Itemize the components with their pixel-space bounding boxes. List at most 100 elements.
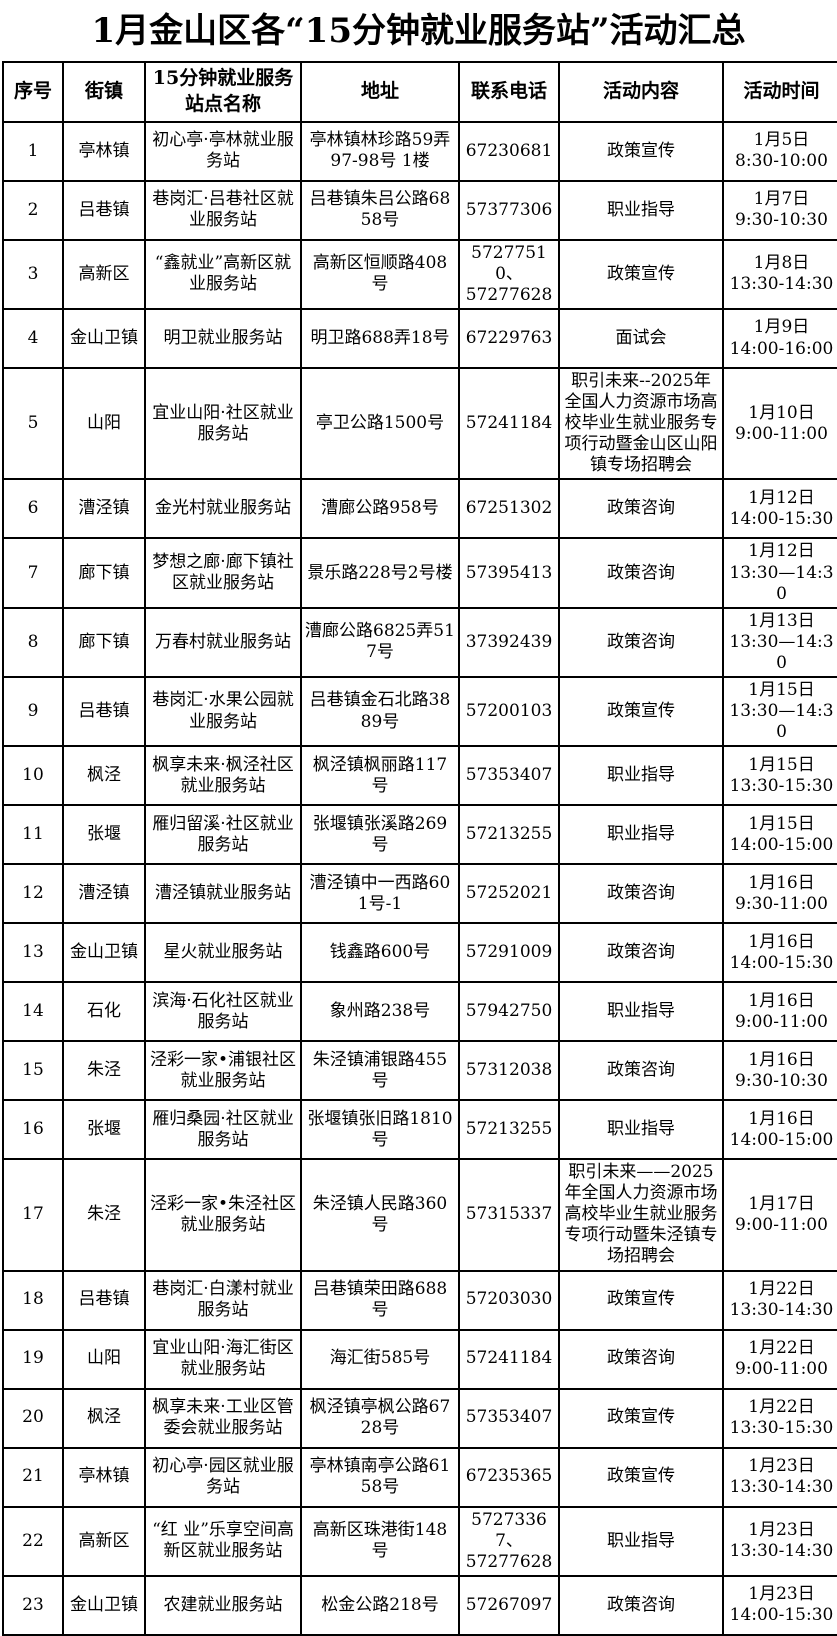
cell-time: 1月16日 14:00-15:00 [722,1099,837,1161]
column-header: 活动时间 [722,60,837,123]
cell-town: 金山卫镇 [62,1574,146,1636]
column-header: 街镇 [62,60,146,123]
cell-activity: 政策宣传 [558,120,724,182]
cell-time: 1月16日 9:00-11:00 [722,981,837,1043]
cell-no: 23 [2,1574,64,1636]
cell-no: 16 [2,1099,64,1161]
cell-address: 钱鑫路600号 [300,922,460,984]
cell-address: 高新区珠港街148号 [300,1505,460,1577]
column-header: 序号 [2,60,64,123]
cell-no: 11 [2,804,64,866]
cell-activity: 政策宣传 [558,1446,724,1508]
cell-phone: 57353407 [458,745,560,807]
cell-activity: 政策宣传 [558,1387,724,1449]
cell-phone: 67229763 [458,308,560,370]
cell-address: 明卫路688弄18号 [300,308,460,370]
cell-address: 枫泾镇亭枫公路6728号 [300,1387,460,1449]
cell-address: 漕泾镇中一西路601号-1 [300,863,460,925]
cell-address: 张堰镇张溪路269号 [300,804,460,866]
column-header: 联系电话 [458,60,560,123]
cell-phone: 57395413 [458,537,560,609]
cell-time: 1月9日 14:00-16:00 [722,308,837,370]
cell-activity: 政策咨询 [558,537,724,609]
cell-phone: 37392439 [458,606,560,678]
cell-station: 枫享未来·枫泾社区就业服务站 [144,745,302,807]
cell-address: 景乐路228号2号楼 [300,537,460,609]
cell-address: 亭卫公路1500号 [300,367,460,481]
cell-time: 1月10日 9:00-11:00 [722,367,837,481]
cell-phone: 57942750 [458,981,560,1043]
cell-activity: 政策咨询 [558,606,724,678]
cell-station: 泾彩一家•浦银社区就业服务站 [144,1040,302,1102]
cell-time: 1月23日 14:00-15:30 [722,1574,837,1636]
cell-address: 吕巷镇朱吕公路6858号 [300,179,460,241]
table-row: 2 吕巷镇 巷岗汇·吕巷社区就业服务站 吕巷镇朱吕公路6858号 57377306 职业指… [2,179,837,241]
cell-activity: 职业指导 [558,981,724,1043]
cell-town: 朱泾 [62,1040,146,1102]
cell-station: 宜业山阳·社区就业服务站 [144,367,302,481]
table-row: 21 亭林镇 初心亭·园区就业服务站 亭林镇南亭公路6158号 67235365 政策宣传… [2,1446,837,1508]
cell-phone: 57353407 [458,1387,560,1449]
cell-station: 初心亭·亭林就业服务站 [144,120,302,182]
table-row: 23 金山卫镇 农建就业服务站 松金公路218号 57267097 政策咨询 1月23日 1… [2,1574,837,1636]
cell-phone: 67235365 [458,1446,560,1508]
table-row: 13 金山卫镇 星火就业服务站 钱鑫路600号 57291009 政策咨询 1月16日 14… [2,922,837,984]
cell-town: 张堰 [62,804,146,866]
cell-station: 宜业山阳·海汇街区就业服务站 [144,1328,302,1390]
cell-no: 14 [2,981,64,1043]
cell-station: 枫享未来·工业区管委会就业服务站 [144,1387,302,1449]
cell-time: 1月22日 13:30-15:30 [722,1387,837,1449]
cell-phone: 67230681 [458,120,560,182]
cell-activity: 职引未来——2025年全国人力资源市场高校毕业生就业服务专项行动暨朱泾镇专场招聘… [558,1158,724,1272]
cell-phone: 57277510、 57277628 [458,238,560,311]
cell-time: 1月15日 13:30-15:30 [722,745,837,807]
cell-station: 明卫就业服务站 [144,308,302,370]
cell-town: 亭林镇 [62,120,146,182]
cell-phone: 57273367、 57277628 [458,1505,560,1577]
cell-activity: 面试会 [558,308,724,370]
cell-phone: 57252021 [458,863,560,925]
table-row: 3 高新区 “鑫就业”高新区就业服务站 高新区恒顺路408号 57277510、 572… [2,238,837,311]
activity-table: 序号 街镇 15分钟就业服务站点名称 地址 联系电话 活动内容 活动时间 1 亭林镇 初心亭·亭… [2,60,837,1636]
cell-no: 15 [2,1040,64,1102]
cell-town: 漕泾镇 [62,863,146,925]
cell-station: 农建就业服务站 [144,1574,302,1636]
cell-activity: 政策咨询 [558,922,724,984]
table-row: 14 石化 滨海·石化社区就业服务站 象州路238号 57942750 职业指导 1月16日… [2,981,837,1043]
cell-time: 1月8日 13:30-14:30 [722,238,837,311]
cell-address: 松金公路218号 [300,1574,460,1636]
table-row: 1 亭林镇 初心亭·亭林就业服务站 亭林镇林珍路59弄97-98号 1楼 6723068… [2,120,837,182]
cell-no: 22 [2,1505,64,1577]
cell-station: 滨海·石化社区就业服务站 [144,981,302,1043]
cell-time: 1月12日 14:00-15:30 [722,478,837,540]
cell-address: 枫泾镇枫丽路117号 [300,745,460,807]
cell-station: 巷岗汇·水果公园就业服务站 [144,675,302,748]
cell-time: 1月15日 14:00-15:00 [722,804,837,866]
cell-address: 亭林镇林珍路59弄97-98号 1楼 [300,120,460,182]
column-header: 地址 [300,60,460,123]
cell-time: 1月12日 13:30—14:30 [722,537,837,609]
table-row: 7 廊下镇 梦想之廊·廊下镇社区就业服务站 景乐路228号2号楼 57395413 政策咨… [2,537,837,609]
cell-phone: 57213255 [458,804,560,866]
cell-station: 初心亭·园区就业服务站 [144,1446,302,1508]
cell-station: “红 业”乐享空间高新区就业服务站 [144,1505,302,1577]
cell-town: 枫泾 [62,1387,146,1449]
cell-phone: 57377306 [458,179,560,241]
column-header: 活动内容 [558,60,724,123]
cell-town: 亭林镇 [62,1446,146,1508]
cell-no: 10 [2,745,64,807]
cell-station: 泾彩一家•朱泾社区就业服务站 [144,1158,302,1272]
cell-no: 2 [2,179,64,241]
cell-town: 石化 [62,981,146,1043]
cell-phone: 57291009 [458,922,560,984]
cell-activity: 政策咨询 [558,1328,724,1390]
cell-phone: 57267097 [458,1574,560,1636]
cell-activity: 政策宣传 [558,238,724,311]
cell-activity: 职业指导 [558,1099,724,1161]
cell-phone: 57203030 [458,1269,560,1331]
cell-phone: 57241184 [458,1328,560,1390]
cell-station: 梦想之廊·廊下镇社区就业服务站 [144,537,302,609]
cell-address: 朱泾镇人民路360号 [300,1158,460,1272]
cell-no: 8 [2,606,64,678]
